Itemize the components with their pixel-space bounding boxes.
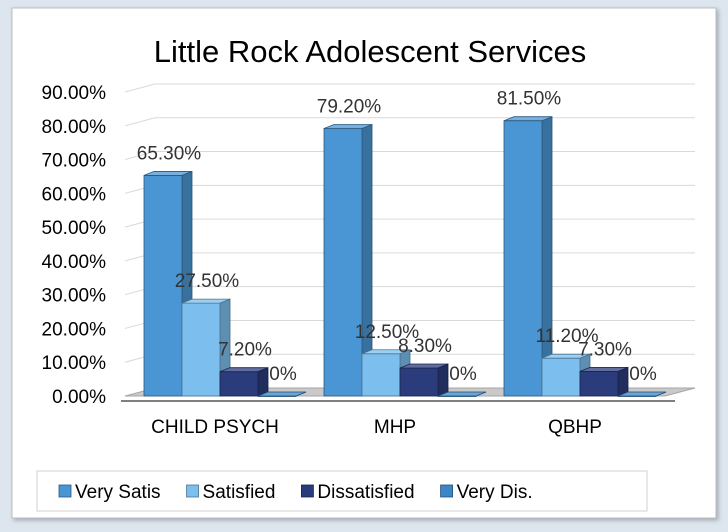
bar-top (257, 391, 307, 397)
bar-top (617, 391, 667, 397)
bar-front (219, 371, 259, 397)
bar-side (617, 366, 629, 397)
bar-top (323, 124, 373, 129)
bar-side (437, 363, 449, 397)
gridline (124, 83, 695, 93)
x-tick-label: MHP (374, 417, 416, 438)
legend-label: Dissatisfied (317, 482, 414, 503)
x-tick-label: QBHP (548, 417, 602, 438)
bar-top (399, 363, 449, 369)
plot-area: 0.00% 10.00% 20.00% 30.00% 40.00% 50.00% 60.00… (42, 83, 696, 438)
data-label: 27.50% (175, 271, 240, 292)
bar (617, 391, 667, 397)
data-label: 11.20% (535, 326, 598, 347)
bar (399, 363, 449, 397)
data-label: 65.30% (137, 143, 202, 164)
legend-swatch (186, 484, 199, 498)
bar-front (399, 367, 439, 397)
bar (257, 391, 307, 397)
bar-front (361, 353, 401, 397)
legend: Very Satis Satisfied Dissatisfied Very Dis. (36, 470, 648, 512)
data-label: 8.30% (398, 336, 452, 357)
y-tick-label: 30.00% (42, 286, 107, 307)
data-label: 0% (629, 364, 657, 385)
bar-top (579, 366, 629, 372)
bar (541, 353, 591, 397)
x-tick-label: CHILD PSYCH (151, 417, 279, 438)
y-tick-label: 50.00% (42, 218, 107, 239)
bar-front (323, 128, 363, 397)
bar (503, 116, 553, 397)
data-label: 81.50% (497, 89, 562, 110)
bar-front (579, 370, 619, 397)
y-tick-label: 0.00% (52, 387, 106, 408)
y-tick-label: 70.00% (42, 151, 107, 172)
bar-top (503, 116, 553, 122)
bar-top (541, 353, 591, 359)
bar-front (143, 175, 183, 397)
legend-label: Very Dis. (457, 482, 533, 503)
bar-front (541, 357, 581, 397)
bar-side (257, 367, 269, 397)
data-label: 7.20% (218, 340, 272, 361)
bar-side (541, 116, 553, 397)
bar-top (361, 349, 411, 355)
bar (219, 367, 269, 397)
bar-front (503, 120, 543, 397)
bar-front (181, 302, 221, 397)
legend-swatch (440, 484, 453, 498)
data-label: 0% (449, 364, 477, 385)
legend-box (36, 470, 648, 512)
y-tick-label: 80.00% (42, 117, 107, 138)
legend-swatch (301, 484, 314, 498)
data-label: 7.30% (578, 339, 632, 360)
y-tick-label: 40.00% (42, 252, 107, 273)
bar (323, 123, 373, 397)
data-label: 79.20% (317, 96, 382, 117)
data-label: 0% (269, 364, 297, 385)
legend-swatch (58, 484, 72, 498)
bar (579, 366, 629, 397)
bar-top (437, 391, 487, 397)
y-tick-label: 90.00% (42, 83, 107, 104)
bar (437, 391, 487, 397)
legend-label: Satisfied (203, 482, 276, 503)
y-tick-label: 60.00% (42, 184, 107, 205)
legend-label: Very Satis (75, 482, 161, 503)
bar-top (143, 171, 193, 176)
bar-top (181, 298, 231, 304)
chart-title: Little Rock Adolescent Services (154, 34, 587, 69)
data-label: 12.50% (355, 322, 420, 343)
bar-top (219, 367, 269, 373)
y-tick-label: 10.00% (42, 353, 107, 374)
y-tick-label: 20.00% (42, 319, 107, 340)
